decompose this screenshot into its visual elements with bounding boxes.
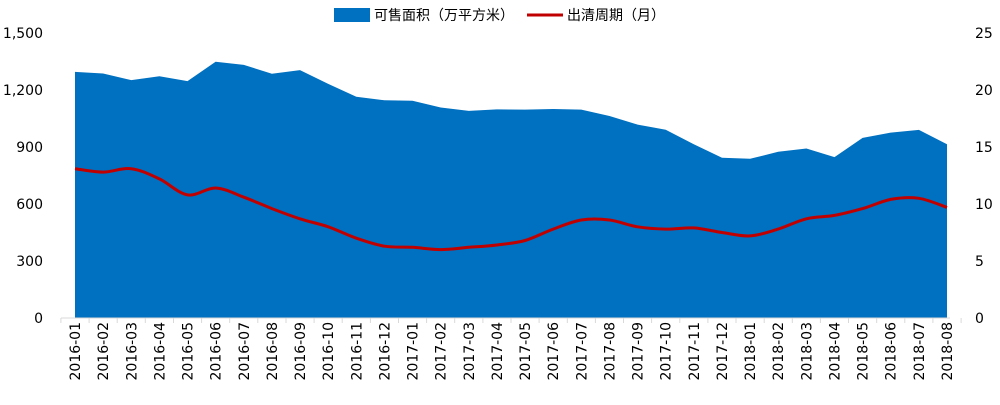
area-series: [75, 61, 947, 318]
x-tick-label: 2017-09: [631, 322, 647, 381]
legend-swatch-area: [334, 8, 370, 22]
legend: 可售面积（万平方米） 出清周期（月）: [334, 8, 665, 24]
x-tick-label: 2018-04: [827, 322, 843, 381]
y-left-tick-label: 600: [16, 197, 43, 213]
y-right-tick-label: 25: [975, 26, 993, 42]
x-tick-label: 2018-06: [884, 322, 900, 381]
x-tick-label: 2017-04: [490, 322, 506, 381]
x-tick-label: 2016-07: [237, 322, 253, 381]
y-left-tick-label: 0: [34, 311, 43, 327]
x-tick-label: 2016-03: [124, 322, 140, 381]
x-tick-label: 2018-08: [940, 322, 956, 381]
y-right-tick-label: 0: [975, 311, 984, 327]
x-tick-label: 2016-11: [349, 322, 365, 381]
x-tick-label: 2016-05: [181, 322, 197, 381]
y-left-tick-label: 1,200: [3, 83, 43, 99]
x-tick-label: 2018-07: [912, 322, 928, 381]
x-tick-label: 2017-10: [659, 322, 675, 381]
y-left-tick-label: 1,500: [3, 26, 43, 42]
x-tick-label: 2016-02: [96, 322, 112, 381]
x-tick-label: 2017-03: [462, 322, 478, 381]
x-tick-label: 2017-08: [602, 322, 618, 381]
legend-label-line: 出清周期（月）: [567, 8, 665, 24]
left-axis: 0 300 600 900 1,200 1,500: [3, 26, 43, 327]
x-tick-label: 2018-03: [799, 322, 815, 381]
x-tick-label: 2017-06: [546, 322, 562, 381]
x-tick-label: 2017-07: [574, 322, 590, 381]
x-tick-label: 2018-01: [743, 322, 759, 381]
x-tick-label: 2018-05: [856, 322, 872, 381]
plot-area: [61, 61, 950, 319]
x-tick-label: 2016-09: [293, 322, 309, 381]
x-tick-label: 2016-04: [152, 322, 168, 381]
y-right-tick-label: 15: [975, 140, 993, 156]
y-right-tick-label: 10: [975, 197, 993, 213]
x-tick-label: 2017-12: [715, 322, 731, 381]
y-right-tick-label: 20: [975, 83, 993, 99]
x-tick-label: 2017-02: [434, 322, 450, 381]
y-left-tick-label: 300: [16, 254, 43, 270]
line-series: [74, 167, 948, 252]
x-tick-label: 2016-08: [265, 322, 281, 381]
x-tick-label: 2016-01: [68, 322, 84, 381]
x-axis: 2016-01 2016-02 2016-03 2016-04 2016-05 2016-…: [60, 318, 962, 381]
right-axis: 0 5 10 15 20 25: [975, 26, 993, 327]
x-tick-label: 2017-11: [687, 322, 703, 381]
x-tick-label: 2016-10: [321, 322, 337, 381]
y-left-tick-label: 900: [16, 140, 43, 156]
x-tick-label: 2016-06: [209, 322, 225, 381]
x-tick-label: 2017-01: [406, 322, 422, 381]
y-right-tick-label: 5: [975, 254, 984, 270]
x-tick-label: 2018-02: [771, 322, 787, 381]
x-tick-label: 2017-05: [518, 322, 534, 381]
x-tick-label: 2016-12: [377, 322, 393, 381]
legend-label-area: 可售面积（万平方米）: [374, 8, 514, 24]
